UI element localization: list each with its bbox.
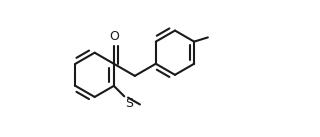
Text: O: O (109, 30, 119, 43)
Text: S: S (125, 97, 133, 110)
